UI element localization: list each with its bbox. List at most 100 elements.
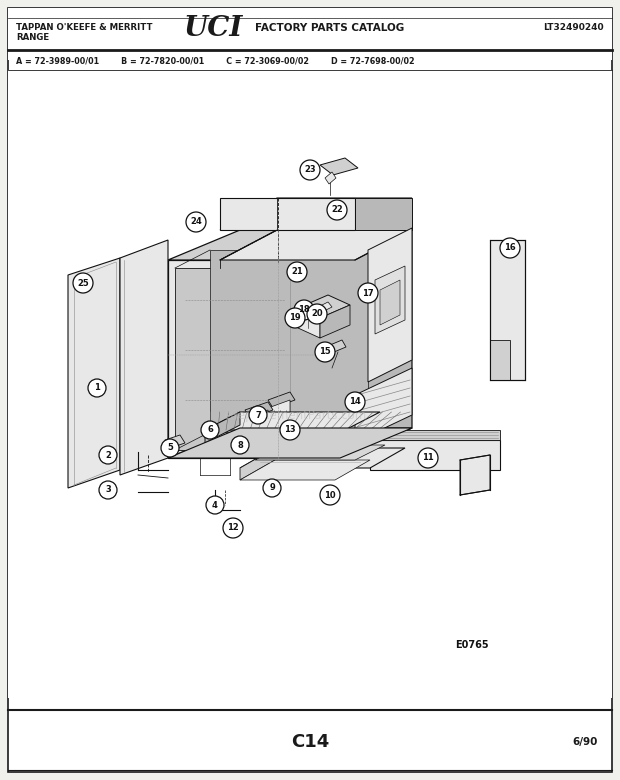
Text: 12: 12 (227, 523, 239, 533)
Polygon shape (168, 428, 412, 458)
Circle shape (99, 481, 117, 499)
Circle shape (99, 446, 117, 464)
Polygon shape (380, 280, 400, 325)
Polygon shape (460, 455, 490, 495)
Text: 1: 1 (94, 384, 100, 392)
Polygon shape (68, 258, 120, 488)
Polygon shape (325, 172, 336, 184)
Text: A = 72-3989-00/01        B = 72-7820-00/01        C = 72-3069-00/02        D = 7: A = 72-3989-00/01 B = 72-7820-00/01 C = … (16, 56, 415, 66)
Polygon shape (368, 228, 412, 382)
Polygon shape (240, 448, 405, 468)
Polygon shape (298, 308, 320, 338)
Polygon shape (375, 266, 405, 334)
Polygon shape (268, 420, 300, 438)
Polygon shape (355, 198, 412, 230)
Polygon shape (175, 268, 333, 450)
Polygon shape (245, 410, 268, 436)
Circle shape (307, 304, 327, 324)
Polygon shape (320, 158, 358, 175)
Text: C14: C14 (291, 733, 329, 751)
Text: 25: 25 (77, 278, 89, 288)
Polygon shape (490, 240, 525, 380)
Circle shape (186, 212, 206, 232)
Polygon shape (370, 430, 500, 440)
Polygon shape (298, 295, 350, 318)
Text: UCI: UCI (184, 15, 242, 41)
Text: RANGE: RANGE (16, 34, 49, 42)
Text: 7: 7 (255, 410, 261, 420)
Circle shape (300, 160, 320, 180)
Text: 5: 5 (167, 444, 173, 452)
Text: eReplacementParts.com: eReplacementParts.com (223, 409, 366, 421)
Polygon shape (302, 307, 316, 317)
Polygon shape (240, 460, 370, 480)
Circle shape (231, 436, 249, 454)
Polygon shape (220, 230, 412, 260)
Text: 21: 21 (291, 268, 303, 276)
Circle shape (320, 485, 340, 505)
Text: 4: 4 (212, 501, 218, 509)
Polygon shape (340, 230, 412, 458)
Polygon shape (220, 198, 412, 230)
Circle shape (249, 406, 267, 424)
Text: 11: 11 (422, 453, 434, 463)
Polygon shape (165, 435, 185, 448)
Polygon shape (245, 402, 273, 418)
Text: 15: 15 (319, 348, 331, 356)
Text: E0765: E0765 (455, 640, 489, 650)
Circle shape (161, 439, 179, 457)
Text: 19: 19 (289, 314, 301, 322)
Text: 17: 17 (362, 289, 374, 297)
Polygon shape (255, 445, 385, 460)
Circle shape (418, 448, 438, 468)
Circle shape (263, 479, 281, 497)
Polygon shape (320, 305, 350, 338)
Polygon shape (168, 428, 412, 458)
Polygon shape (268, 392, 295, 408)
Text: 6: 6 (207, 426, 213, 434)
Circle shape (294, 300, 314, 320)
Text: 24: 24 (190, 218, 202, 226)
Text: 3: 3 (105, 485, 111, 495)
Polygon shape (205, 412, 380, 430)
Polygon shape (205, 412, 240, 443)
Polygon shape (370, 440, 500, 470)
Circle shape (223, 518, 243, 538)
Polygon shape (318, 302, 332, 312)
Text: 8: 8 (237, 441, 243, 449)
Text: TAPPAN O'KEEFE & MERRITT: TAPPAN O'KEEFE & MERRITT (16, 23, 153, 31)
Polygon shape (330, 340, 346, 352)
Text: FACTORY PARTS CATALOG: FACTORY PARTS CATALOG (255, 23, 404, 33)
Bar (8, 8, 612, 60)
Circle shape (327, 200, 347, 220)
Polygon shape (490, 340, 510, 380)
Circle shape (206, 496, 224, 514)
Text: 18: 18 (298, 306, 310, 314)
Circle shape (345, 392, 365, 412)
Circle shape (280, 420, 300, 440)
Circle shape (358, 283, 378, 303)
Polygon shape (120, 240, 168, 475)
Polygon shape (210, 250, 368, 432)
Text: 16: 16 (504, 243, 516, 253)
Circle shape (201, 421, 219, 439)
Text: 6/90: 6/90 (573, 737, 598, 747)
Polygon shape (268, 400, 290, 426)
Circle shape (73, 273, 93, 293)
Text: LT32490240: LT32490240 (543, 23, 604, 33)
Circle shape (315, 342, 335, 362)
Text: 10: 10 (324, 491, 336, 499)
Polygon shape (355, 368, 412, 442)
Circle shape (285, 308, 305, 328)
Text: 23: 23 (304, 165, 316, 175)
Bar (8, 70, 612, 698)
Polygon shape (168, 260, 340, 458)
Text: 22: 22 (331, 205, 343, 215)
Circle shape (287, 262, 307, 282)
Polygon shape (168, 230, 412, 260)
Polygon shape (240, 448, 275, 480)
Text: 9: 9 (269, 484, 275, 492)
Text: 20: 20 (311, 310, 323, 318)
Text: 13: 13 (284, 426, 296, 434)
Circle shape (500, 238, 520, 258)
